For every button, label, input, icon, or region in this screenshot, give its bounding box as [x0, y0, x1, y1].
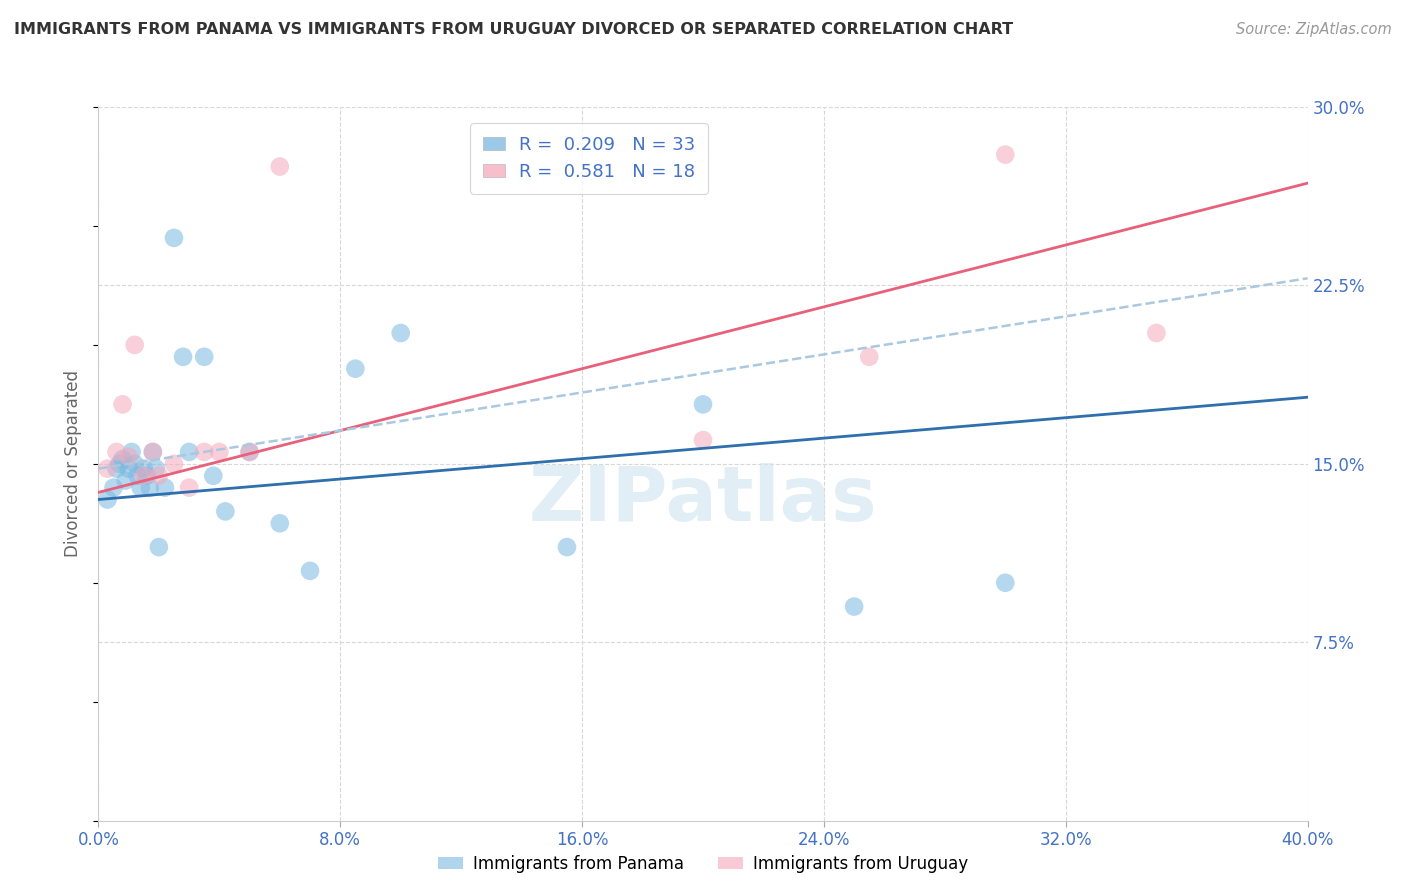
- Point: [179, 481, 201, 495]
- Point: [108, 457, 131, 471]
- Point: [1144, 326, 1167, 340]
- Point: [163, 457, 186, 471]
- Text: Source: ZipAtlas.com: Source: ZipAtlas.com: [1236, 22, 1392, 37]
- Point: [139, 481, 162, 495]
- Point: [692, 397, 714, 411]
- Point: [96, 461, 118, 475]
- Point: [114, 474, 136, 488]
- Point: [214, 504, 236, 518]
- Text: ZIPatlas: ZIPatlas: [529, 463, 877, 536]
- Point: [127, 468, 149, 483]
- Point: [145, 461, 167, 475]
- Point: [172, 350, 194, 364]
- Point: [269, 516, 291, 531]
- Point: [202, 468, 225, 483]
- Point: [692, 433, 714, 447]
- Legend: Immigrants from Panama, Immigrants from Uruguay: Immigrants from Panama, Immigrants from …: [432, 848, 974, 880]
- Point: [344, 361, 367, 376]
- Point: [118, 461, 141, 475]
- Point: [124, 338, 146, 352]
- Point: [239, 445, 262, 459]
- Point: [153, 481, 176, 495]
- Point: [844, 599, 866, 614]
- Point: [389, 326, 412, 340]
- Point: [96, 492, 118, 507]
- Point: [142, 445, 165, 459]
- Point: [239, 445, 262, 459]
- Point: [111, 397, 134, 411]
- Point: [142, 445, 165, 459]
- Point: [148, 540, 170, 554]
- Point: [111, 452, 134, 467]
- Y-axis label: Divorced or Separated: Divorced or Separated: [65, 370, 83, 558]
- Point: [179, 445, 201, 459]
- Point: [129, 481, 152, 495]
- Point: [148, 468, 170, 483]
- Point: [132, 461, 155, 475]
- Point: [135, 468, 157, 483]
- Point: [118, 450, 141, 464]
- Point: [103, 481, 125, 495]
- Point: [105, 445, 128, 459]
- Point: [994, 147, 1017, 161]
- Text: IMMIGRANTS FROM PANAMA VS IMMIGRANTS FROM URUGUAY DIVORCED OR SEPARATED CORRELAT: IMMIGRANTS FROM PANAMA VS IMMIGRANTS FRO…: [14, 22, 1014, 37]
- Point: [208, 445, 231, 459]
- Point: [299, 564, 322, 578]
- Point: [193, 445, 215, 459]
- Point: [124, 457, 146, 471]
- Point: [121, 445, 143, 459]
- Point: [132, 468, 155, 483]
- Point: [269, 160, 291, 174]
- Point: [193, 350, 215, 364]
- Point: [555, 540, 578, 554]
- Point: [163, 231, 186, 245]
- Point: [994, 575, 1017, 590]
- Point: [858, 350, 880, 364]
- Legend: R =  0.209   N = 33, R =  0.581   N = 18: R = 0.209 N = 33, R = 0.581 N = 18: [470, 123, 707, 194]
- Point: [105, 461, 128, 475]
